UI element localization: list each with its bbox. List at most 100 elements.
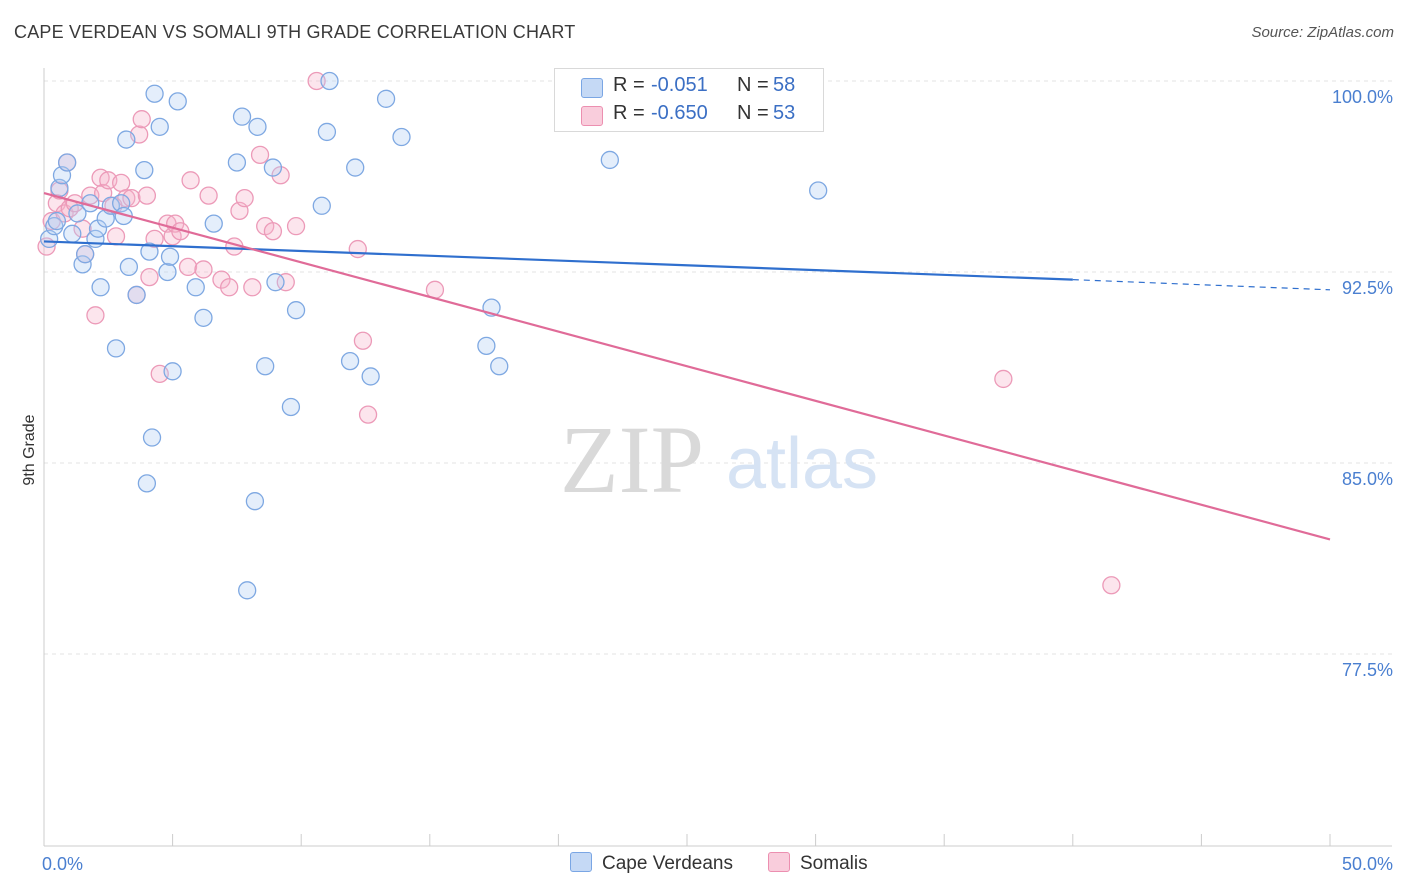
y-tick-label: 100.0% <box>1332 87 1393 107</box>
cape-verdean-point <box>194 308 213 327</box>
legend: R = -0.051 N = 58 R = -0.650 N = 53 <box>554 68 824 132</box>
cape-verdean-point <box>119 257 139 277</box>
somali-point <box>106 227 126 246</box>
cape-verdean-point <box>376 89 396 108</box>
cape-verdean-points <box>39 71 828 600</box>
cape-verdean-point <box>317 122 337 142</box>
cape-verdean-point <box>340 351 360 371</box>
legend-r-value: -0.051 <box>651 74 708 96</box>
cape-verdean-point <box>490 357 509 376</box>
gridlines <box>44 80 1392 655</box>
cape-verdean-point <box>135 160 154 180</box>
cape-verdean-point <box>91 278 110 297</box>
cape-verdean-point <box>245 492 265 511</box>
x-tick-label-max: 50.0% <box>1342 854 1393 874</box>
cape-verdean-point <box>809 181 828 200</box>
legend-n-value: 53 <box>773 102 796 124</box>
somali-point <box>132 110 151 129</box>
watermark: ZIP atlas <box>560 406 878 513</box>
somali-point <box>353 331 373 350</box>
cape-verdean-trend-extension <box>1072 279 1331 291</box>
somali-point <box>1102 576 1121 595</box>
cape-verdean-point <box>63 224 82 243</box>
cape-verdean-point <box>150 117 169 136</box>
somali-point <box>994 369 1013 389</box>
somali-trend-line <box>43 191 1331 541</box>
cape-verdean-point <box>117 130 136 149</box>
cape-verdean-point <box>140 242 159 261</box>
bottom-legend-label: Somalis <box>800 853 868 874</box>
somali-point <box>194 260 213 279</box>
somali-point <box>243 278 262 297</box>
somali-point <box>199 186 218 205</box>
y-tick-label: 85.0% <box>1342 469 1393 489</box>
cape-verdean-point <box>76 245 95 264</box>
x-tick-label-min: 0.0% <box>42 854 83 874</box>
legend-r-value: -0.650 <box>651 102 708 124</box>
somali-point <box>271 166 290 185</box>
legend-n-value: 58 <box>773 74 796 96</box>
y-axis-label: 9th Grade <box>21 414 38 485</box>
cape-verdean-point <box>263 158 283 177</box>
watermark-atlas: atlas <box>726 424 878 504</box>
y-tick-label: 92.5% <box>1342 278 1393 298</box>
somali-point <box>263 222 283 241</box>
cape-verdean-point <box>238 581 257 600</box>
somali-point <box>358 405 378 424</box>
somali-point <box>117 188 136 208</box>
cape-verdean-point <box>600 150 619 170</box>
trend-lines <box>43 191 1331 541</box>
somali-point <box>250 145 270 165</box>
somali-point <box>212 270 231 289</box>
cape-verdean-point <box>256 357 275 376</box>
somali-points <box>37 71 1121 595</box>
cape-verdean-point <box>204 214 223 233</box>
somali-point <box>137 186 157 205</box>
cape-verdean-point <box>346 158 365 177</box>
cape-verdean-point <box>163 362 182 381</box>
cape-verdean-point <box>106 339 126 358</box>
legend-swatch-cape-verdeans <box>581 78 603 98</box>
watermark-zip: ZIP <box>560 406 704 513</box>
cape-verdean-point <box>145 84 164 103</box>
legend-row-somalis: R = -0.650 N = 53 <box>555 99 823 129</box>
somali-point <box>122 188 141 208</box>
cape-verdean-point <box>57 153 77 172</box>
cape-verdean-point <box>392 127 411 147</box>
cape-verdean-point <box>361 367 380 386</box>
bottom-legend-somalis: Somalis <box>768 852 868 875</box>
somali-point <box>235 188 254 208</box>
cape-verdean-point <box>477 336 496 356</box>
cape-verdean-point <box>47 211 67 231</box>
cape-verdean-point <box>68 204 87 223</box>
somali-point <box>220 278 239 297</box>
cape-verdean-point <box>160 247 180 266</box>
somali-point <box>181 171 200 190</box>
legend-n-label: N = <box>737 74 769 96</box>
cape-verdean-point <box>281 397 301 417</box>
cape-verdean-point <box>248 117 267 136</box>
cape-verdean-point <box>45 217 64 236</box>
tick-labels: 77.5% 85.0% 92.5% 100.0% 0.0% 50.0% <box>42 87 1393 874</box>
legend-n-label: N = <box>737 102 769 124</box>
bottom-swatch-cape-verdeans <box>570 852 592 872</box>
cape-verdean-point <box>320 71 339 91</box>
somali-point <box>140 267 159 287</box>
cape-verdean-point <box>127 285 146 305</box>
cape-verdean-point <box>286 301 306 320</box>
bottom-legend-cape-verdeans: Cape Verdeans <box>570 852 733 875</box>
somali-point <box>178 257 198 277</box>
cape-verdean-point <box>137 474 157 493</box>
legend-swatch-somalis <box>581 106 603 126</box>
cape-verdean-point <box>312 196 331 215</box>
y-tick-label: 77.5% <box>1342 660 1393 680</box>
somali-point <box>348 239 367 259</box>
cape-verdean-point <box>142 428 162 447</box>
source-label: Source: ZipAtlas.com <box>1251 24 1394 41</box>
bottom-legend-label: Cape Verdeans <box>602 853 733 874</box>
somali-point <box>112 173 131 193</box>
legend-r-label: R = <box>613 74 645 96</box>
bottom-swatch-somalis <box>768 852 790 872</box>
cape-verdean-point <box>227 153 247 172</box>
